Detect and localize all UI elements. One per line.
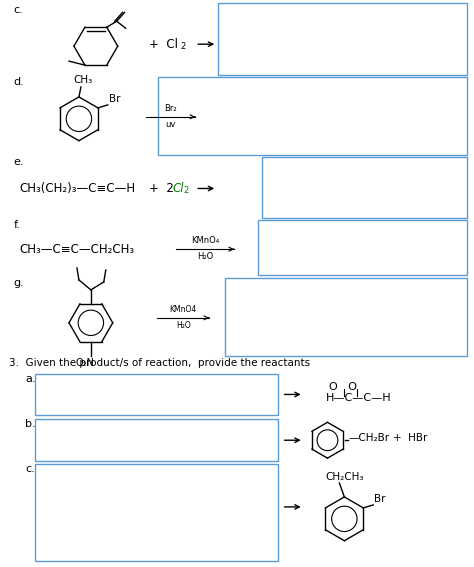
- Text: d.: d.: [13, 77, 24, 87]
- Text: O   O: O O: [329, 383, 357, 392]
- Bar: [35, 420, 278, 461]
- Bar: [258, 221, 466, 275]
- Bar: [158, 77, 466, 155]
- Bar: [35, 464, 278, 561]
- Text: 3.  Given the product/s of reaction,  provide the reactants: 3. Given the product/s of reaction, prov…: [9, 358, 310, 367]
- Text: O₂N: O₂N: [76, 358, 95, 367]
- Text: a.: a.: [25, 374, 36, 383]
- Text: —CH₂Br: —CH₂Br: [348, 433, 390, 443]
- Text: c.: c.: [13, 5, 23, 15]
- Bar: [35, 374, 278, 416]
- Text: Br: Br: [109, 94, 120, 104]
- Text: 2: 2: [180, 41, 186, 50]
- Text: H₂O: H₂O: [197, 252, 213, 261]
- Text: +  2: + 2: [148, 182, 173, 195]
- Text: uv: uv: [165, 120, 175, 129]
- Bar: [262, 156, 466, 218]
- Text: Br: Br: [374, 494, 386, 504]
- Text: CH₃—C≡C—CH₂CH₃: CH₃—C≡C—CH₂CH₃: [19, 243, 135, 256]
- Text: g.: g.: [13, 278, 24, 288]
- Bar: [225, 278, 466, 356]
- Text: +  Cl: + Cl: [148, 37, 178, 50]
- Text: KMnO₄: KMnO₄: [191, 236, 219, 245]
- Text: e.: e.: [13, 156, 24, 167]
- Text: +  HBr: + HBr: [393, 433, 428, 443]
- Text: KMnO4: KMnO4: [170, 305, 197, 314]
- Text: CH₃(CH₂)₃—C≡C—H: CH₃(CH₂)₃—C≡C—H: [19, 182, 136, 195]
- Text: H—C—C—H: H—C—C—H: [326, 393, 391, 404]
- Text: Cl: Cl: [173, 182, 184, 195]
- Bar: [218, 3, 466, 75]
- Text: CH₂CH₃: CH₂CH₃: [326, 472, 364, 482]
- Text: H₂O: H₂O: [176, 321, 191, 330]
- Text: Br₂: Br₂: [164, 104, 177, 113]
- Text: f.: f.: [13, 221, 20, 230]
- Text: 2: 2: [183, 186, 189, 195]
- Text: CH₃: CH₃: [73, 75, 92, 85]
- Text: c.: c.: [25, 464, 35, 474]
- Text: b.: b.: [25, 420, 36, 429]
